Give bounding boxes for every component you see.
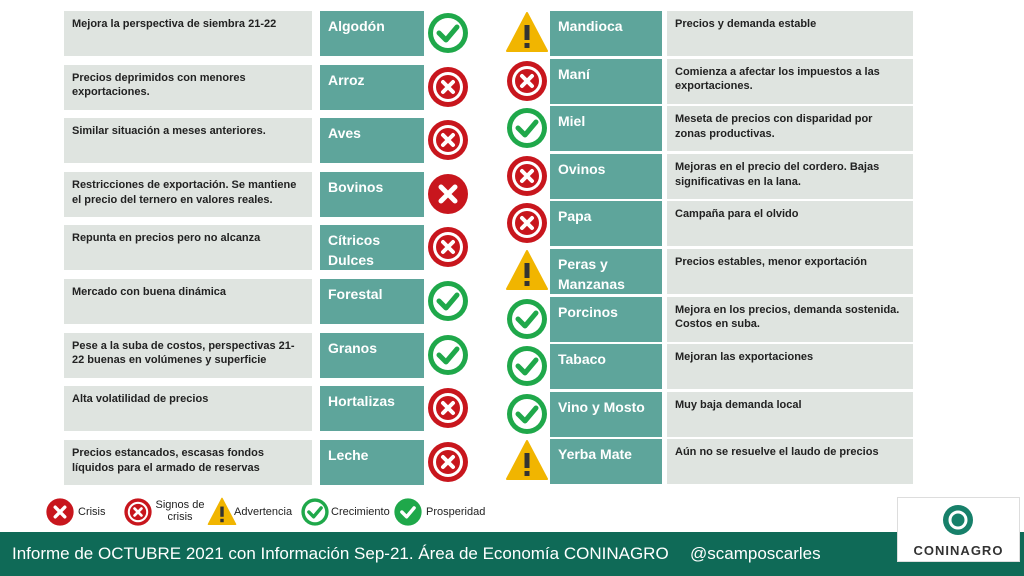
description: Comienza a afectar los impuestos a las e… bbox=[667, 58, 913, 104]
description: Mejoras en el precio del cordero. Bajas … bbox=[667, 153, 913, 199]
logo-mark bbox=[943, 505, 973, 535]
logo-name: CONINAGRO bbox=[913, 543, 1004, 558]
description: Pese a la suba de costos, perspectivas 2… bbox=[64, 332, 312, 378]
product: Papa bbox=[550, 201, 662, 247]
footer-handle: @scamposcarles bbox=[690, 544, 821, 563]
product: Bovinos bbox=[320, 171, 424, 217]
description: Repunta en precios pero no alcanza bbox=[64, 225, 312, 271]
status-icon bbox=[301, 498, 329, 526]
product: Vino y Mosto bbox=[550, 391, 662, 437]
description: Mejora en los precios, demanda sostenida… bbox=[667, 296, 913, 342]
legend-label: Signos de crisis bbox=[155, 499, 205, 523]
description: Meseta de precios con disparidad por zon… bbox=[667, 106, 913, 152]
status-icon bbox=[506, 440, 548, 481]
status-icon bbox=[507, 393, 547, 434]
product: Arroz bbox=[320, 64, 424, 110]
status-icon bbox=[506, 250, 548, 290]
description: Mercado con buena dinámica bbox=[64, 279, 312, 324]
status-icon bbox=[46, 498, 74, 526]
status-icon bbox=[428, 227, 468, 268]
description: Restricciones de exportación. Se mantien… bbox=[64, 171, 312, 217]
legend-label: Crisis bbox=[78, 506, 106, 518]
product: Porcinos bbox=[550, 296, 662, 342]
product: Peras y Manzanas bbox=[550, 249, 662, 294]
status-icon bbox=[428, 66, 468, 107]
product: Hortalizas bbox=[320, 386, 424, 432]
status-icon bbox=[428, 334, 468, 375]
footer-text: Informe de OCTUBRE 2021 con Información … bbox=[12, 544, 669, 563]
product: Aves bbox=[320, 118, 424, 164]
description: Mejoran las exportaciones bbox=[667, 344, 913, 390]
legend-label: Crecimiento bbox=[331, 506, 390, 518]
product: Tabaco bbox=[550, 344, 662, 390]
status-icon bbox=[507, 298, 547, 339]
status-icon bbox=[507, 60, 547, 101]
description: Aún no se resuelve el laudo de precios bbox=[667, 439, 913, 485]
status-icon bbox=[428, 281, 468, 321]
status-icon bbox=[428, 441, 468, 482]
footer: Informe de OCTUBRE 2021 con Información … bbox=[0, 532, 1024, 576]
description: Muy baja demanda local bbox=[667, 391, 913, 437]
status-icon bbox=[428, 388, 468, 429]
description: Precios y demanda estable bbox=[667, 11, 913, 56]
product: Maní bbox=[550, 58, 662, 104]
status-icon bbox=[428, 120, 468, 161]
product: Granos bbox=[320, 332, 424, 378]
status-icon bbox=[207, 497, 237, 525]
product: Algodón bbox=[320, 11, 424, 56]
legend-label: Advertencia bbox=[234, 506, 293, 518]
status-icon bbox=[394, 498, 422, 526]
description: Precios estancados, escasas fondos líqui… bbox=[64, 439, 312, 485]
status-icon bbox=[124, 498, 152, 526]
description: Precios deprimidos con menores exportaci… bbox=[64, 64, 312, 110]
status-icon bbox=[507, 346, 547, 387]
product: Forestal bbox=[320, 279, 424, 324]
status-icon bbox=[428, 13, 468, 53]
description: Mejora la perspectiva de siembra 21-22 bbox=[64, 11, 312, 56]
product: Cítricos Dulces bbox=[320, 225, 424, 271]
product: Mandioca bbox=[550, 11, 662, 56]
description: Campaña para el olvido bbox=[667, 201, 913, 247]
description: Alta volatilidad de precios bbox=[64, 386, 312, 432]
description: Precios estables, menor exportación bbox=[667, 249, 913, 294]
status-icon bbox=[507, 155, 547, 196]
status-icon bbox=[506, 12, 548, 52]
product: Ovinos bbox=[550, 153, 662, 199]
status-icon bbox=[507, 203, 547, 244]
product: Yerba Mate bbox=[550, 439, 662, 485]
logo: CONINAGRO bbox=[897, 497, 1020, 562]
description: Similar situación a meses anteriores. bbox=[64, 118, 312, 164]
product: Miel bbox=[550, 106, 662, 152]
product: Leche bbox=[320, 439, 424, 485]
status-icon bbox=[507, 108, 547, 149]
status-icon bbox=[428, 173, 468, 214]
legend-label: Prosperidad bbox=[426, 506, 486, 518]
